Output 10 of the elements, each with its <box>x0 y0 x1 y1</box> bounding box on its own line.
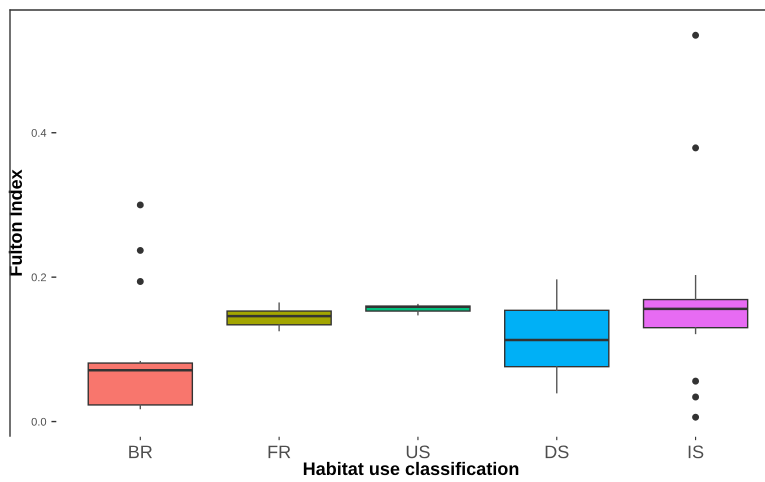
y-tick-label: 0.2 <box>32 273 46 282</box>
x-tick-label: IS <box>688 446 704 458</box>
y-axis-title: Fulton Index <box>8 169 22 276</box>
y-tick-label: 0.4 <box>32 129 46 137</box>
y-tick-label: 0.0 <box>32 418 46 426</box>
x-tick-label: DS <box>546 446 568 458</box>
x-tick-label: FR <box>268 446 290 458</box>
x-axis-title: Habitat use classification <box>304 462 518 476</box>
x-tick-label: US <box>406 446 430 458</box>
x-tick-label: BR <box>129 446 152 458</box>
